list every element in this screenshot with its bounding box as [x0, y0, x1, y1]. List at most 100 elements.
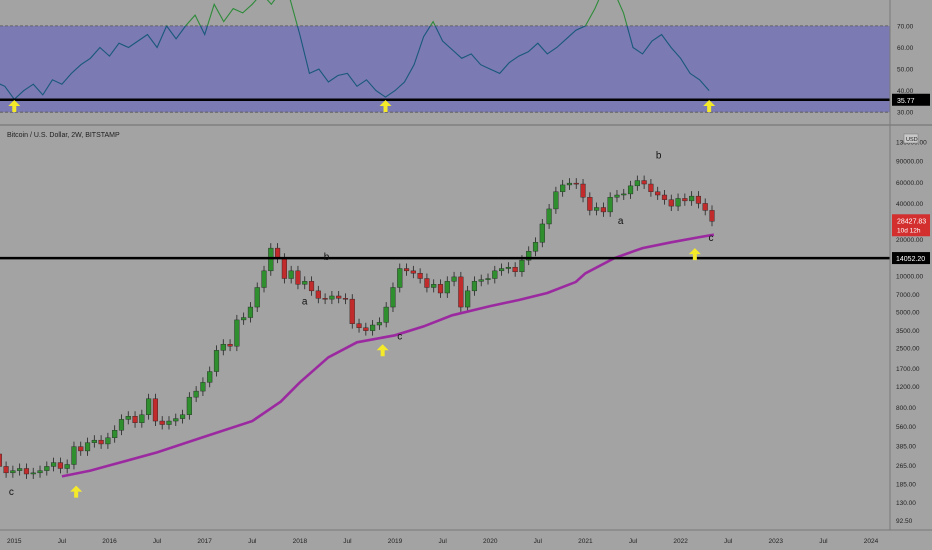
currency-badge[interactable]: USD [903, 133, 919, 144]
candle [268, 243, 274, 276]
candle [0, 453, 2, 467]
rsi-line [0, 25, 710, 101]
candle [173, 413, 179, 426]
candle [57, 457, 63, 474]
candle-body [356, 323, 362, 328]
candle [234, 314, 240, 352]
candle [560, 179, 566, 197]
candle-body [349, 298, 355, 324]
moving-average-line [61, 233, 715, 478]
candle-body [526, 251, 532, 261]
candle-body [105, 437, 111, 445]
candle [302, 276, 308, 290]
candle-body [125, 416, 131, 420]
candle [553, 186, 559, 214]
candle-body [675, 198, 681, 207]
candle-body [532, 242, 539, 252]
candle [655, 186, 661, 200]
rsi-arrow-1 [379, 100, 392, 112]
candle-body [370, 324, 376, 331]
candle-body [3, 466, 9, 474]
candle [437, 279, 444, 298]
candle [424, 273, 430, 293]
time-tick-label: Jul [438, 538, 447, 545]
candle-body [118, 419, 125, 431]
time-axis[interactable]: 2015 Jul 2016 Jul 2017 Jul 2018 Jul 2019 Jul 2020 J… [7, 538, 879, 545]
candle [241, 312, 247, 325]
candle [702, 198, 708, 216]
candle-body [403, 268, 410, 272]
candle-body [84, 442, 91, 452]
time-tick-label: 2015 [7, 538, 22, 545]
price-tick-label: 60000.00 [896, 180, 923, 187]
candle-body [458, 276, 464, 308]
price-axis[interactable]: 130000.0090000.0060000.0040000.0020000.0… [896, 133, 927, 525]
candle-body [98, 439, 104, 445]
rsi-level-badge-bg [892, 93, 930, 106]
candle [261, 265, 267, 293]
candle [125, 411, 131, 425]
candle [84, 437, 91, 456]
swing-label: c [709, 233, 714, 244]
candle [390, 282, 396, 312]
candle-body [600, 207, 606, 213]
candle-body [560, 184, 566, 192]
candle [709, 205, 715, 227]
candle-body [23, 468, 30, 475]
candle [444, 276, 450, 298]
candle-body [471, 281, 478, 292]
candle [295, 265, 301, 290]
price-panel[interactable]: c a b c a b c [0, 150, 890, 498]
rsi-band [0, 25, 890, 113]
candle [315, 285, 321, 304]
time-tick-label: Jul [534, 538, 543, 545]
candle [512, 262, 518, 277]
price-tick-label: 10000.00 [896, 273, 923, 280]
time-tick-label: 2020 [483, 538, 498, 545]
candle-body [281, 258, 287, 279]
candle-body [702, 203, 708, 211]
price-arrow-2-shape [688, 248, 701, 261]
time-tick-label: 2022 [673, 538, 688, 545]
candle-body [302, 281, 308, 285]
time-tick-label: 2018 [293, 538, 308, 545]
candle [417, 268, 423, 284]
candle-body [431, 284, 437, 288]
price-arrow-1 [376, 344, 389, 357]
candle [451, 271, 457, 287]
candle-body [553, 191, 559, 210]
candle-body [322, 298, 328, 300]
price-tick-label: 40000.00 [896, 201, 923, 208]
time-tick-label: 2016 [102, 538, 117, 545]
rsi-panel[interactable] [0, 0, 890, 113]
candle-body [234, 319, 240, 347]
candle-body [37, 470, 43, 474]
candle [23, 463, 30, 479]
candle-body [655, 191, 661, 196]
candle-body [410, 270, 416, 274]
rsi-arrow-2-shape [703, 100, 716, 112]
candle [44, 461, 50, 476]
candle-body [207, 371, 213, 383]
candle [112, 425, 118, 443]
rsi-axis[interactable]: 70.00 60.00 50.00 40.00 30.00 [897, 23, 914, 116]
candle [118, 414, 125, 436]
candle [227, 339, 233, 352]
candle-body [91, 439, 97, 443]
candle [471, 276, 478, 296]
candle-body [390, 287, 396, 308]
candle [193, 386, 199, 403]
candle-body [444, 281, 450, 294]
candle-body [254, 287, 260, 308]
candle-body [573, 182, 579, 185]
support-level-badge-bg [892, 252, 930, 265]
candle [3, 461, 9, 478]
candle [356, 318, 362, 333]
price-tick-label: 560.00 [896, 424, 916, 431]
candle [139, 409, 145, 428]
candle [675, 193, 681, 212]
time-tick-label: 2024 [864, 538, 879, 545]
candle [207, 366, 213, 388]
candle [200, 377, 206, 397]
